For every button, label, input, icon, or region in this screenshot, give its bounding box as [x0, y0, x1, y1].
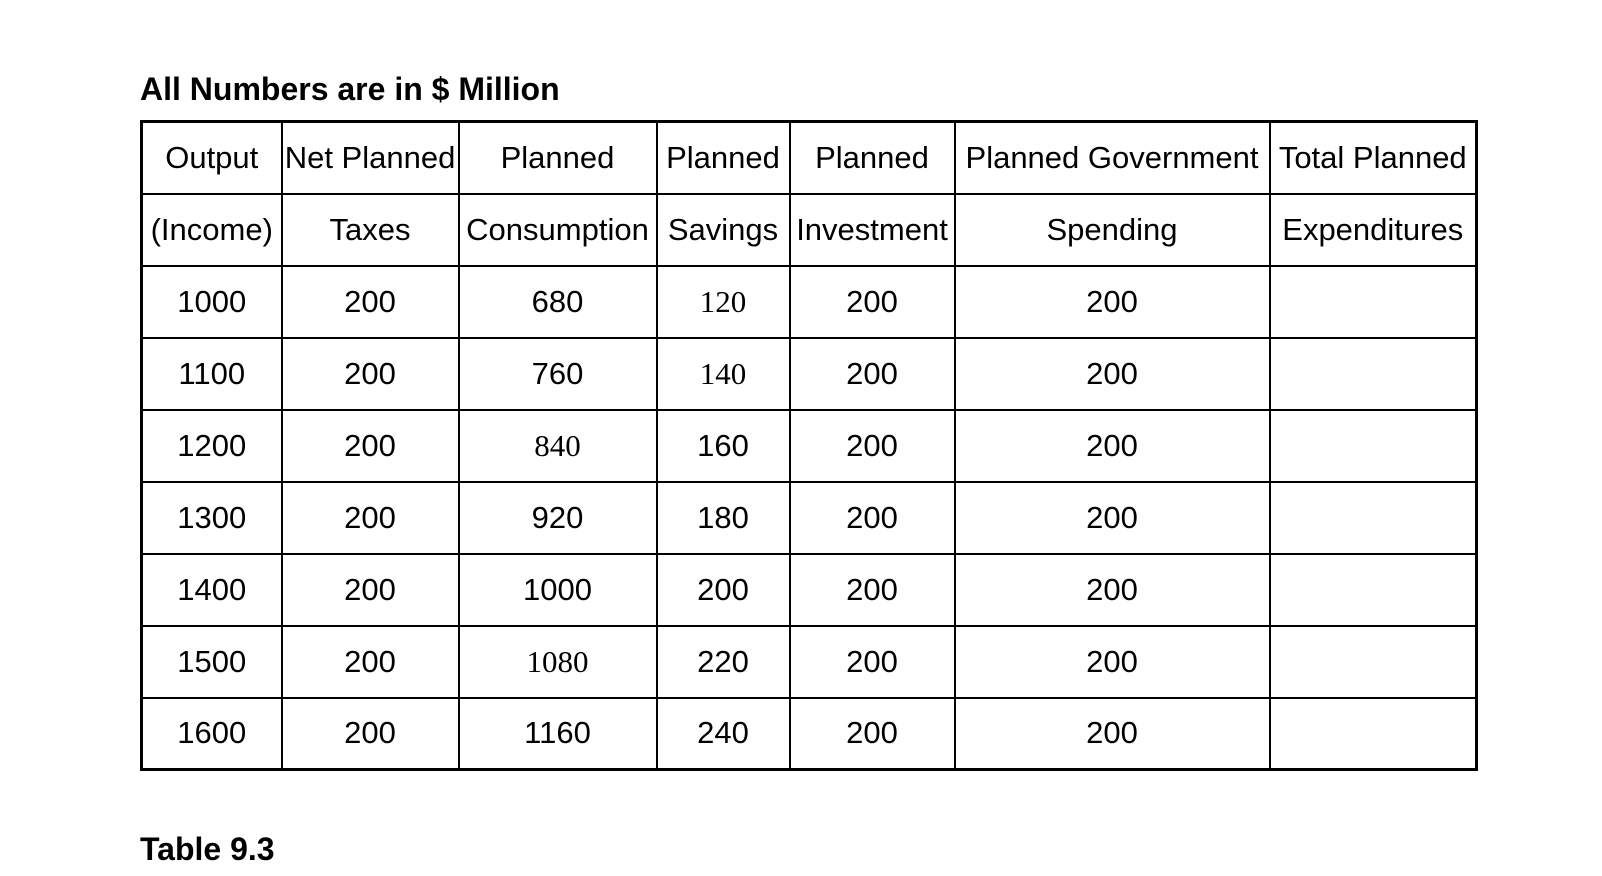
header-row-2: (Income) Taxes Consumption Savings Investmen…: [140, 192, 1478, 267]
table-cell: 200: [953, 408, 1271, 483]
table-body: 1000 200 680 120 200 200 1100 200 760 140 200 200 12…: [140, 264, 1478, 771]
table-cell: 760: [457, 336, 658, 411]
header-cell: Consumption: [457, 192, 658, 267]
table-cell: 200: [953, 264, 1271, 339]
table-cell: 200: [280, 696, 460, 771]
header-cell: Savings: [655, 192, 791, 267]
table-row: 1100 200 760 140 200 200: [140, 336, 1478, 411]
header-cell: (Income): [140, 192, 283, 267]
table-cell: 840: [457, 408, 658, 483]
table-cell: 200: [953, 696, 1271, 771]
table-cell: 1000: [457, 552, 658, 627]
table-cell: 200: [788, 624, 956, 699]
header-cell: Planned Government: [953, 120, 1271, 195]
table-cell: [1268, 408, 1478, 483]
table-cell: 200: [953, 624, 1271, 699]
table-cell: 200: [280, 408, 460, 483]
table-cell: [1268, 480, 1478, 555]
table-cell: 200: [953, 336, 1271, 411]
table-caption: Table 9.3: [140, 831, 275, 867]
table-row: 1000 200 680 120 200 200: [140, 264, 1478, 339]
table-cell: [1268, 264, 1478, 339]
table-cell: 200: [953, 480, 1271, 555]
header-cell: Taxes: [280, 192, 460, 267]
header-cell: Total Planned: [1268, 120, 1478, 195]
table-row: 1200 200 840 160 200 200: [140, 408, 1478, 483]
table-row: 1600 200 1160 240 200 200: [140, 696, 1478, 771]
table-cell: 200: [280, 336, 460, 411]
table-cell: 200: [953, 552, 1271, 627]
planned-expenditures-table: Output Net Planned Planned Planned Planned Pl…: [140, 120, 1478, 771]
header-cell: Expenditures: [1268, 192, 1478, 267]
table-cell: 200: [280, 480, 460, 555]
table-cell: 1160: [457, 696, 658, 771]
table-cell: 200: [280, 264, 460, 339]
table-cell: 200: [788, 480, 956, 555]
header-cell: Output: [140, 120, 283, 195]
table-cell: 220: [655, 624, 791, 699]
table-row: 1300 200 920 180 200 200: [140, 480, 1478, 555]
table-cell: [1268, 552, 1478, 627]
units-note: All Numbers are in $ Million: [140, 71, 560, 107]
table-cell: 1100: [140, 336, 283, 411]
table-cell: 200: [788, 696, 956, 771]
header-cell: Planned: [788, 120, 956, 195]
table-cell: 200: [788, 552, 956, 627]
table-cell: 200: [280, 552, 460, 627]
header-cell: Planned: [457, 120, 658, 195]
table-cell: [1268, 696, 1478, 771]
table-cell: 200: [788, 264, 956, 339]
table-row: 1400 200 1000 200 200 200: [140, 552, 1478, 627]
table-cell: 1400: [140, 552, 283, 627]
table-cell: 200: [788, 336, 956, 411]
table-cell: 1300: [140, 480, 283, 555]
table-cell: 200: [655, 552, 791, 627]
table-cell: [1268, 336, 1478, 411]
table-cell: 1600: [140, 696, 283, 771]
table-cell: 180: [655, 480, 791, 555]
table-cell: 200: [280, 624, 460, 699]
header-cell: Spending: [953, 192, 1271, 267]
table-cell: 1500: [140, 624, 283, 699]
table-row: 1500 200 1080 220 200 200: [140, 624, 1478, 699]
table-cell: 160: [655, 408, 791, 483]
table-cell: 920: [457, 480, 658, 555]
header-row-1: Output Net Planned Planned Planned Planned Pl…: [140, 120, 1478, 195]
table-header: Output Net Planned Planned Planned Planned Pl…: [140, 120, 1478, 267]
header-cell: Planned: [655, 120, 791, 195]
table-cell: 1080: [457, 624, 658, 699]
table-cell: 120: [655, 264, 791, 339]
table-cell: 1200: [140, 408, 283, 483]
table-cell: 680: [457, 264, 658, 339]
header-cell: Net Planned: [280, 120, 460, 195]
table-cell: 240: [655, 696, 791, 771]
table-cell: 140: [655, 336, 791, 411]
header-cell: Investment: [788, 192, 956, 267]
table-cell: [1268, 624, 1478, 699]
table-cell: 1000: [140, 264, 283, 339]
table-cell: 200: [788, 408, 956, 483]
